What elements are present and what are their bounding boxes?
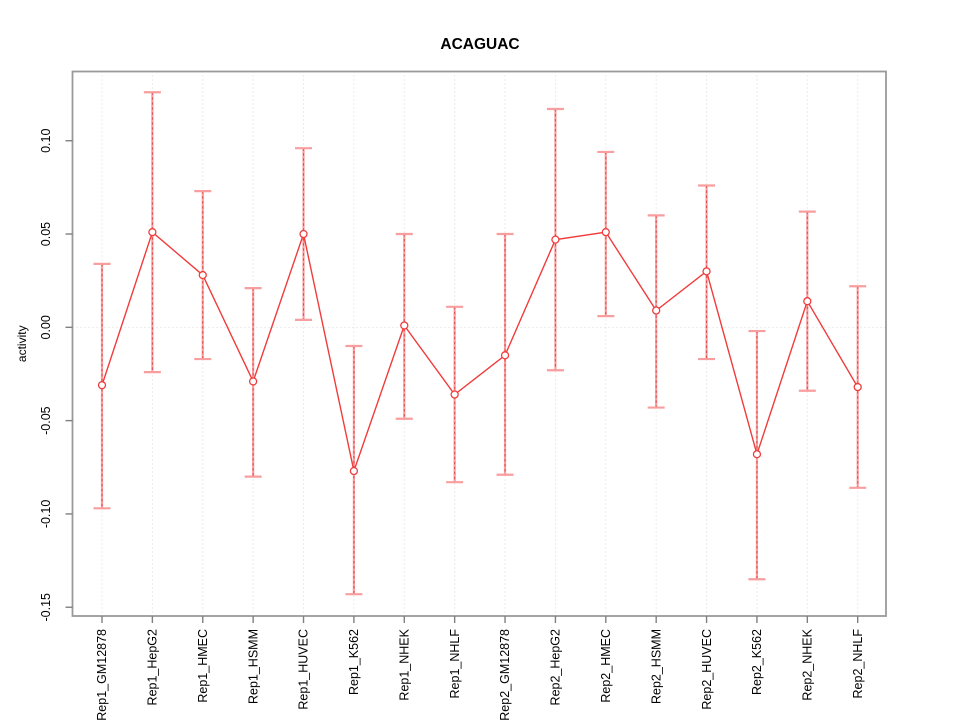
data-point xyxy=(97,381,107,390)
x-tick-label: Rep1_HSMM xyxy=(246,629,260,704)
data-point xyxy=(299,229,308,239)
x-tick-label: Rep2_HepG2 xyxy=(549,629,563,705)
data-points xyxy=(97,228,862,476)
x-tick-label: Rep1_NHEK xyxy=(397,628,411,700)
series-line xyxy=(101,230,859,474)
x-tick-label: Rep1_HMEC xyxy=(196,629,210,703)
data-point xyxy=(601,228,610,237)
data-point xyxy=(148,228,157,237)
x-tick-label: Rep2_NHLF xyxy=(851,629,865,699)
data-point xyxy=(500,351,510,360)
y-tick-label: -0.15 xyxy=(39,593,53,622)
y-tick-label: 0.00 xyxy=(39,315,53,339)
x-tick-label: Rep2_HSMM xyxy=(649,629,663,704)
error-bars xyxy=(93,91,867,596)
x-axis: Rep1_GM12878 Rep1_HepG2 Rep1_HMEC Rep1_HSMM… xyxy=(95,616,865,720)
y-tick-label: 0.10 xyxy=(39,129,53,153)
x-tick-label: Rep2_GM12878 xyxy=(498,629,512,720)
y-tick-label: -0.10 xyxy=(39,500,53,529)
x-tick-label: Rep1_HepG2 xyxy=(146,629,160,705)
x-tick-label: Rep1_HUVEC xyxy=(297,629,311,710)
data-point xyxy=(248,377,258,386)
chart-title: ACAGUAC xyxy=(440,36,519,53)
data-point xyxy=(551,235,560,244)
x-tick-label: Rep2_HUVEC xyxy=(700,629,714,710)
data-point xyxy=(702,267,711,276)
data-point xyxy=(652,306,661,315)
x-tick-label: Rep2_HMEC xyxy=(599,629,613,703)
plot-frame xyxy=(71,70,887,617)
data-point xyxy=(450,390,459,399)
x-tick-label: Rep2_NHEK xyxy=(801,628,815,700)
y-axis-title: activity xyxy=(15,325,29,362)
data-point xyxy=(853,382,862,392)
x-tick-label: Rep2_K562 xyxy=(750,629,764,695)
x-tick-label: Rep1_NHLF xyxy=(448,629,462,699)
y-axis: 0.10 0.05 0.00 -0.05 -0.10 -0.15 xyxy=(39,129,73,622)
data-point xyxy=(752,450,762,459)
data-point xyxy=(803,297,812,306)
y-tick-label: 0.05 xyxy=(39,222,53,246)
data-point xyxy=(400,321,409,330)
gridlines xyxy=(72,71,886,616)
data-point xyxy=(349,466,359,476)
x-tick-label: Rep1_K562 xyxy=(347,629,361,695)
data-point xyxy=(198,270,207,280)
y-tick-label: -0.05 xyxy=(39,406,53,435)
x-tick-label: Rep1_GM12878 xyxy=(95,629,109,720)
